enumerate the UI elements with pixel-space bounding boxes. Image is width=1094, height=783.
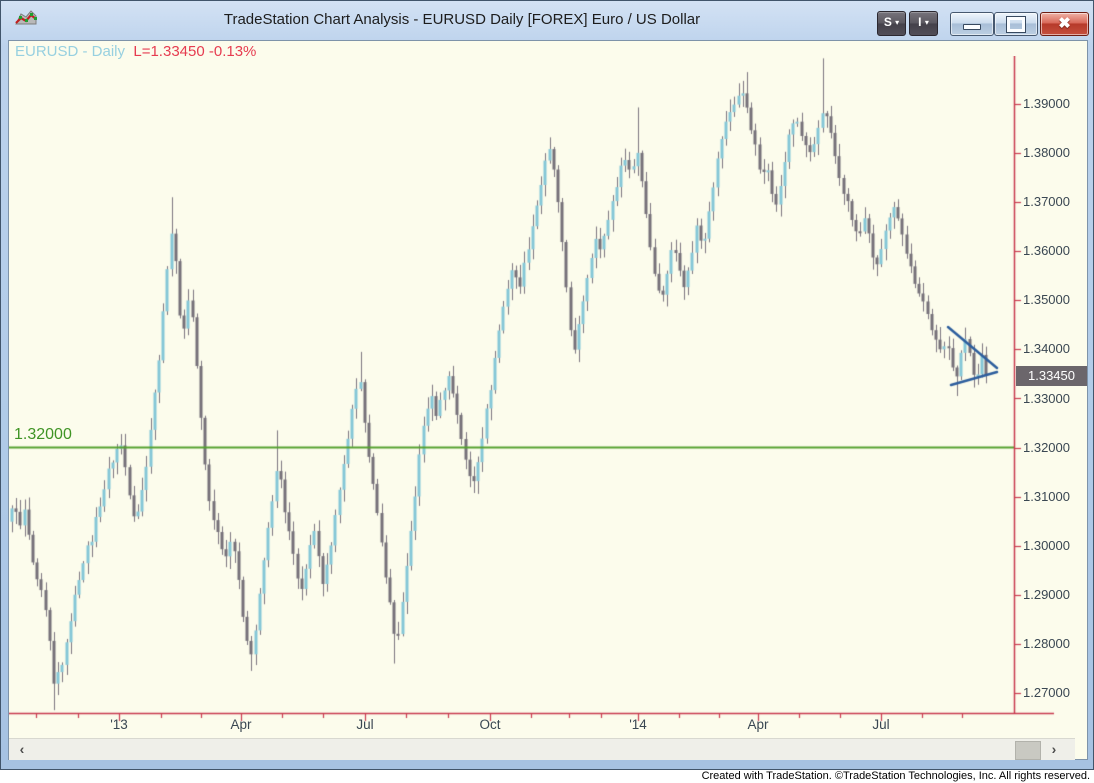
y-axis-label: 1.31000	[1023, 488, 1070, 504]
price-chart-canvas[interactable]	[9, 56, 1055, 724]
change-percent-label: -0.13%	[208, 43, 257, 60]
y-axis-label: 1.37000	[1023, 194, 1070, 210]
chart-app-icon	[14, 8, 38, 30]
chart-header: EURUSD - Daily L=1.33450 -0.13%	[15, 43, 256, 60]
title-bar[interactable]: TradeStation Chart Analysis - EURUSD Dai…	[1, 1, 1093, 41]
x-axis-label: '14	[629, 717, 647, 732]
close-icon: ✖	[1058, 15, 1071, 32]
window-title: TradeStation Chart Analysis - EURUSD Dai…	[223, 11, 701, 28]
maximize-icon	[1006, 16, 1026, 33]
y-axis-label: 1.29000	[1023, 586, 1070, 602]
symbol-interval-label: EURUSD - Daily	[15, 43, 126, 60]
level-line-label: 1.32000	[14, 425, 72, 443]
horizontal-scrollbar[interactable]: ‹ ›	[9, 738, 1075, 760]
x-axis-label: Jul	[872, 717, 890, 732]
x-axis-label: Apr	[747, 717, 769, 732]
chart-panel: EURUSD - Daily L=1.33450 -0.13% 1.39000 1…	[9, 41, 1087, 760]
y-axis-label: 1.35000	[1023, 292, 1070, 308]
last-price-label: L=1.33450	[133, 43, 205, 60]
y-axis-label: 1.32000	[1023, 439, 1070, 455]
x-axis-label: '13	[110, 717, 128, 732]
indicator-dropdown-button[interactable]: I ▾	[909, 11, 938, 36]
x-axis-label: Jul	[356, 717, 374, 732]
dropdown-arrow-icon: ▾	[895, 18, 900, 27]
minimize-button[interactable]	[950, 12, 994, 36]
style-dropdown-button[interactable]: S ▾	[877, 11, 906, 36]
scroll-left-arrow-icon[interactable]: ‹	[19, 741, 25, 757]
x-axis-label: Oct	[479, 717, 501, 732]
y-axis-label: 1.33000	[1023, 390, 1070, 406]
dropdown-arrow-icon: ▾	[924, 18, 929, 27]
minimize-icon	[963, 24, 981, 30]
close-button[interactable]: ✖	[1040, 12, 1089, 36]
y-axis-label: 1.34000	[1023, 341, 1070, 357]
copyright-caption: Created with TradeStation. ©TradeStation…	[701, 770, 1090, 782]
scrollbar-thumb[interactable]	[1015, 741, 1041, 760]
y-axis-label: 1.39000	[1023, 96, 1070, 111]
last-price-badge: 1.33450	[1016, 366, 1087, 387]
y-axis-label: 1.36000	[1023, 243, 1070, 259]
y-axis-label: 1.27000	[1023, 685, 1070, 700]
y-axis-label: 1.30000	[1023, 537, 1070, 553]
y-axis-label: 1.28000	[1023, 635, 1070, 651]
scroll-right-arrow-icon[interactable]: ›	[1051, 741, 1057, 757]
x-axis-label: Apr	[230, 717, 252, 732]
maximize-button[interactable]	[994, 12, 1038, 36]
y-axis-label: 1.38000	[1023, 145, 1070, 161]
